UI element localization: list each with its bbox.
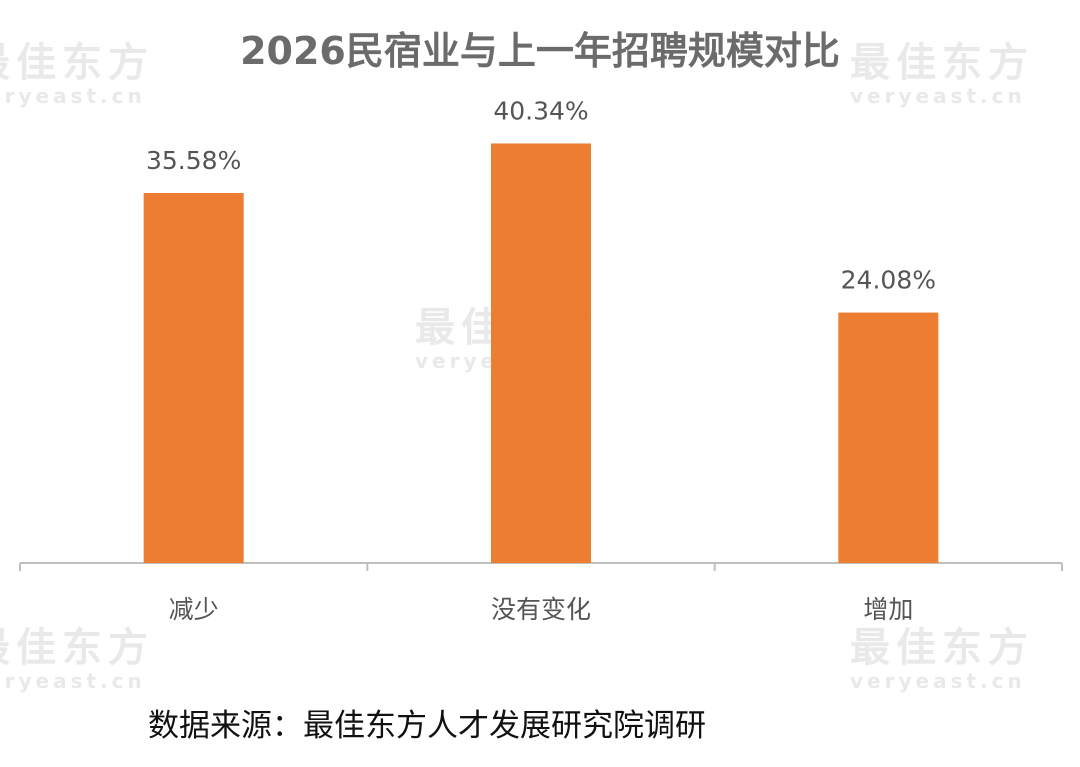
data-label: 35.58% [146, 146, 241, 175]
category-label: 增加 [863, 595, 913, 624]
data-label: 24.08% [841, 266, 936, 295]
watermark-cn: 最佳东方 [850, 40, 1034, 86]
bar [838, 312, 939, 563]
watermark-en: veryeast.cn [850, 84, 1026, 108]
category-label: 减少 [169, 595, 219, 624]
watermark-top-right: 最佳东方 veryeast.cn [850, 30, 1034, 108]
watermark-top-left: 最佳东方 veryeast.cn [0, 30, 154, 108]
source-note: 数据来源：最佳东方人才发展研究院调研 [148, 708, 706, 744]
bar [491, 143, 591, 564]
watermark-cn: 最佳东方 [0, 40, 154, 86]
watermark-bottom-left: 最佳东方 veryeast.cn [0, 615, 154, 693]
watermark-en: veryeast.cn [0, 84, 146, 108]
bar [143, 192, 244, 563]
watermark-en: veryeast.cn [0, 669, 146, 693]
category-label: 没有变化 [491, 595, 591, 624]
data-label: 40.34% [493, 96, 588, 125]
watermark-cn: 最佳东方 [0, 625, 154, 671]
chart-title: 2026民宿业与上一年招聘规模对比 [240, 29, 840, 73]
watermark-bottom-right: 最佳东方 veryeast.cn [850, 615, 1034, 693]
watermark-en: veryeast.cn [850, 669, 1026, 693]
watermark-cn: 最佳东方 [850, 625, 1034, 671]
